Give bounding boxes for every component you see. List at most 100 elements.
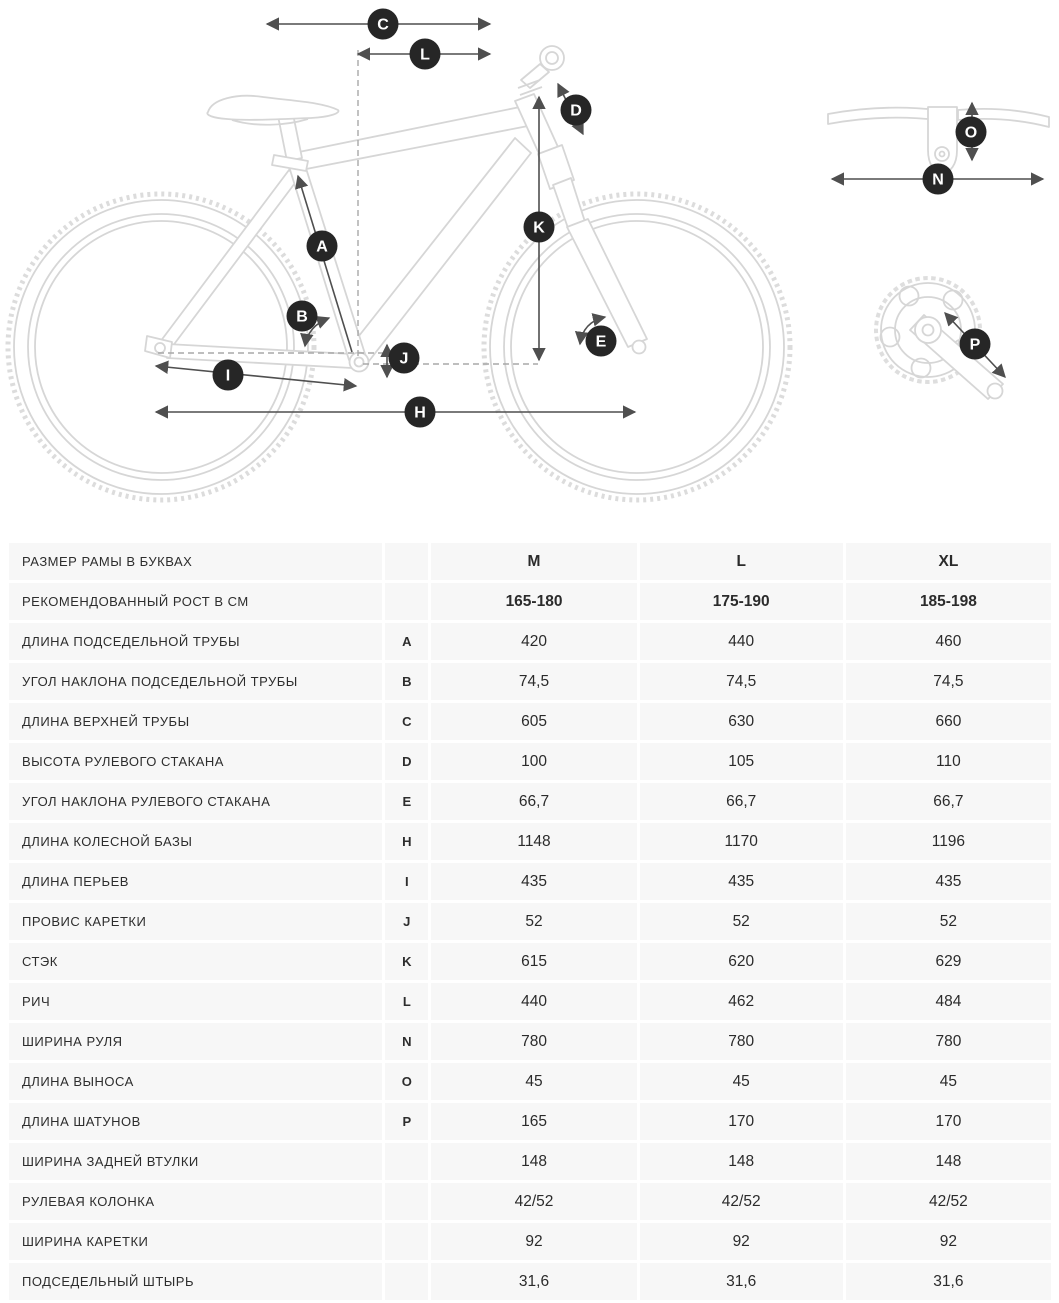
table-row: РЕКОМЕНДОВАННЫЙ РОСТ В СМ 165-180 175-190 1… (9, 583, 1051, 620)
dimension-badge-n: N (922, 163, 954, 195)
fork-lower-leg (566, 218, 648, 348)
value-cell-l: 92 (639, 1223, 843, 1260)
table-row: ДЛИНА ПОДСЕДЕЛЬНОЙ ТРУБЫ A 420 440 460 (9, 623, 1051, 660)
dimension-badge-e: E (585, 325, 617, 357)
fork-crown (537, 144, 575, 190)
dimension-letter-cell (385, 1223, 429, 1260)
seat-stay (159, 169, 299, 352)
param-label-cell: ДЛИНА ВЕРХНЕЙ ТРУБЫ (9, 703, 383, 740)
dimension-badge-i: I (212, 359, 244, 391)
dimension-letter-cell: L (385, 983, 429, 1020)
badge-letter-h: H (414, 405, 426, 422)
table-row: ШИРИНА ЗАДНЕЙ ВТУЛКИ 148 148 148 (9, 1143, 1051, 1180)
value-cell-xl: 660 (845, 703, 1051, 740)
param-label-cell: ШИРИНА РУЛЯ (9, 1023, 383, 1060)
handlebar-detail (827, 106, 1050, 174)
param-label-cell: ДЛИНА ШАТУНОВ (9, 1103, 383, 1140)
table-row: ШИРИНА РУЛЯ N 780 780 780 (9, 1023, 1051, 1060)
value-cell-m: 615 (431, 943, 637, 980)
value-cell-xl: 780 (845, 1023, 1051, 1060)
dimension-badge-p: P (959, 328, 991, 360)
badge-letter-l: L (420, 47, 430, 64)
handlebar-right (957, 107, 1050, 128)
value-cell-m: 165-180 (431, 583, 637, 620)
badge-letter-b: B (296, 309, 308, 326)
value-cell-xl: 52 (845, 903, 1051, 940)
value-cell-l: 148 (639, 1143, 843, 1180)
seat-clamp (271, 154, 309, 172)
saddle-assembly (206, 94, 340, 172)
value-cell-xl: 31,6 (845, 1263, 1051, 1300)
chain-stay (166, 343, 353, 369)
dimension-letter-cell (385, 543, 429, 580)
value-cell-l: 52 (639, 903, 843, 940)
badge-letter-j: J (400, 351, 409, 368)
value-cell-l: 1170 (639, 823, 843, 860)
value-cell-m: 605 (431, 703, 637, 740)
dimension-letter-cell: B (385, 663, 429, 700)
value-cell-l: 630 (639, 703, 843, 740)
badge-letter-o: O (965, 125, 977, 142)
value-cell-xl: 1196 (845, 823, 1051, 860)
dimension-badge-d: D (560, 94, 592, 126)
saddle (206, 94, 340, 121)
dimension-letter-cell: I (385, 863, 429, 900)
value-cell-m: 52 (431, 903, 637, 940)
dimension-badge-l: L (409, 38, 441, 70)
param-label-cell: РАЗМЕР РАМЫ В БУКВАХ (9, 543, 383, 580)
headset-spacers (517, 79, 543, 96)
dimension-arrow-i (154, 360, 358, 392)
table-row: ДЛИНА ШАТУНОВ P 165 170 170 (9, 1103, 1051, 1140)
param-label-cell: ВЫСОТА РУЛЕВОГО СТАКАНА (9, 743, 383, 780)
dimension-letter-cell (385, 583, 429, 620)
dimension-letter-cell: A (385, 623, 429, 660)
value-cell-m: M (431, 543, 637, 580)
dimension-letter-cell: N (385, 1023, 429, 1060)
badge-letter-d: D (570, 103, 582, 120)
param-label-cell: УГОЛ НАКЛОНА РУЛЕВОГО СТАКАНА (9, 783, 383, 820)
value-cell-l: 105 (639, 743, 843, 780)
table-row: ПОДСЕДЕЛЬНЫЙ ШТЫРЬ 31,6 31,6 31,6 (9, 1263, 1051, 1300)
dimension-badge-a: A (306, 230, 338, 262)
value-cell-m: 42/52 (431, 1183, 637, 1220)
value-cell-m: 74,5 (431, 663, 637, 700)
dimension-badge-j: J (388, 342, 420, 374)
value-cell-m: 66,7 (431, 783, 637, 820)
value-cell-m: 780 (431, 1023, 637, 1060)
value-cell-xl: 460 (845, 623, 1051, 660)
dimension-badges: C L A D K B E J I H O N P (212, 8, 991, 428)
value-cell-l: 462 (639, 983, 843, 1020)
table-row: ДЛИНА КОЛЕСНОЙ БАЗЫ H 1148 1170 1196 (9, 823, 1051, 860)
value-cell-l: 74,5 (639, 663, 843, 700)
value-cell-l: L (639, 543, 843, 580)
dimension-letter-cell: D (385, 743, 429, 780)
badge-letter-e: E (596, 334, 607, 351)
bike-geometry-diagram: C L A D K B E J I H O N P (0, 0, 1059, 540)
dimension-letter-cell: J (385, 903, 429, 940)
value-cell-l: 31,6 (639, 1263, 843, 1300)
value-cell-m: 165 (431, 1103, 637, 1140)
bike-geometry-svg: C L A D K B E J I H O N P (5, 8, 1050, 503)
dimension-letter-cell: P (385, 1103, 429, 1140)
value-cell-l: 620 (639, 943, 843, 980)
value-cell-xl: 45 (845, 1063, 1051, 1100)
table-row: СТЭК K 615 620 629 (9, 943, 1051, 980)
badge-letter-i: I (226, 368, 230, 385)
suspension-fork (537, 144, 648, 355)
dimension-badge-k: K (523, 211, 555, 243)
value-cell-m: 100 (431, 743, 637, 780)
value-cell-xl: 435 (845, 863, 1051, 900)
badge-letter-n: N (932, 172, 944, 189)
dimension-letter-cell (385, 1183, 429, 1220)
badge-letter-k: K (533, 220, 545, 237)
front-hub (631, 339, 647, 355)
value-cell-l: 435 (639, 863, 843, 900)
front-wheel (481, 191, 793, 503)
down-tube (350, 137, 532, 362)
value-cell-m: 440 (431, 983, 637, 1020)
param-label-cell: ПОДСЕДЕЛЬНЫЙ ШТЫРЬ (9, 1263, 383, 1300)
geometry-table: РАЗМЕР РАМЫ В БУКВАХ M L XL РЕКОМЕНДОВАННЫЙ … (6, 540, 1054, 1303)
table-row: ШИРИНА КАРЕТКИ 92 92 92 (9, 1223, 1051, 1260)
param-label-cell: РИЧ (9, 983, 383, 1020)
dimension-letter-cell: O (385, 1063, 429, 1100)
